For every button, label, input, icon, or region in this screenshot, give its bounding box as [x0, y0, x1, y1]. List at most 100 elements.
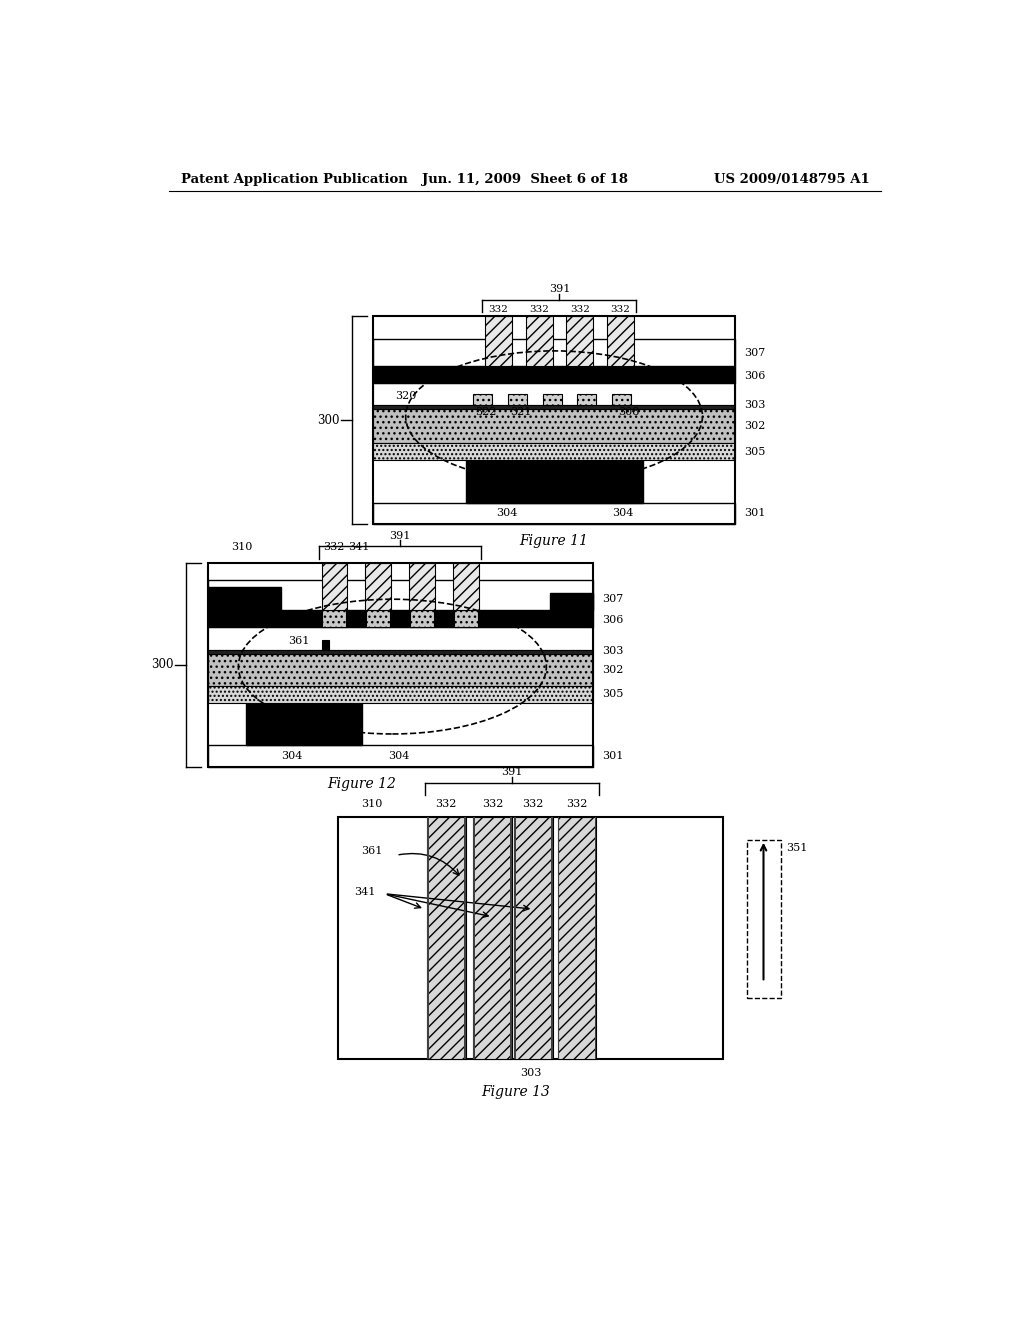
Text: Jun. 11, 2009  Sheet 6 of 18: Jun. 11, 2009 Sheet 6 of 18: [422, 173, 628, 186]
Bar: [514, 817, 553, 1059]
Text: 351: 351: [786, 842, 808, 853]
Bar: [373, 317, 735, 524]
Bar: [373, 383, 735, 405]
Text: 303: 303: [744, 400, 766, 409]
Bar: [454, 610, 478, 627]
Text: 320: 320: [394, 391, 416, 400]
Bar: [464, 817, 466, 1059]
Bar: [484, 317, 512, 367]
Text: 304: 304: [281, 751, 302, 760]
Text: Figure 11: Figure 11: [519, 535, 589, 548]
Bar: [427, 817, 429, 1059]
Text: 332: 332: [610, 305, 631, 314]
Text: US 2009/0148795 A1: US 2009/0148795 A1: [714, 173, 869, 186]
Bar: [373, 339, 735, 367]
Bar: [373, 503, 735, 524]
Bar: [373, 409, 735, 444]
Bar: [746, 840, 781, 998]
Text: 332: 332: [323, 543, 344, 552]
Text: 341: 341: [354, 887, 375, 898]
Text: 332: 332: [488, 305, 508, 314]
Text: 300: 300: [316, 413, 339, 426]
Bar: [550, 593, 593, 610]
Bar: [410, 564, 435, 610]
Text: 300: 300: [152, 659, 174, 671]
Text: 303: 303: [520, 1068, 542, 1078]
Text: 332: 332: [570, 305, 590, 314]
Text: 332: 332: [566, 800, 588, 809]
Text: 332: 332: [481, 800, 503, 809]
Text: 322: 322: [475, 407, 497, 417]
Text: 305: 305: [602, 689, 624, 700]
Text: Patent Application Publication: Patent Application Publication: [180, 173, 408, 186]
Text: 310: 310: [230, 543, 252, 552]
Bar: [595, 817, 596, 1059]
Text: 391: 391: [501, 767, 522, 777]
Bar: [208, 562, 593, 767]
Bar: [558, 817, 559, 1059]
Bar: [366, 564, 391, 610]
Bar: [473, 817, 475, 1059]
Text: 304: 304: [497, 508, 518, 519]
Bar: [611, 395, 631, 405]
Text: 302: 302: [744, 421, 766, 432]
Text: 306: 306: [602, 615, 624, 626]
Bar: [525, 317, 553, 367]
Text: Figure 12: Figure 12: [327, 776, 396, 791]
Text: 306: 306: [744, 371, 766, 380]
Bar: [208, 744, 593, 767]
Bar: [514, 817, 515, 1059]
Text: 307: 307: [744, 348, 766, 358]
Bar: [607, 317, 634, 367]
Bar: [208, 649, 593, 653]
Bar: [566, 317, 593, 367]
Bar: [454, 564, 478, 610]
Bar: [473, 817, 512, 1059]
Bar: [410, 610, 434, 627]
Text: 301: 301: [744, 508, 766, 519]
Bar: [373, 444, 735, 461]
Bar: [208, 586, 281, 610]
Bar: [323, 610, 346, 627]
Text: 304: 304: [388, 751, 410, 760]
Text: 303: 303: [602, 647, 624, 656]
Text: 321: 321: [510, 407, 531, 417]
Bar: [473, 395, 493, 405]
Text: 391: 391: [389, 531, 411, 541]
Text: 305: 305: [744, 446, 766, 457]
Bar: [208, 627, 593, 649]
Bar: [578, 395, 596, 405]
Bar: [246, 702, 361, 744]
Bar: [510, 817, 512, 1059]
Bar: [508, 395, 527, 405]
Text: 308: 308: [617, 407, 639, 417]
Text: 361: 361: [361, 846, 383, 857]
Bar: [208, 653, 593, 686]
Text: 332: 332: [435, 800, 457, 809]
Bar: [367, 610, 390, 627]
Bar: [427, 817, 466, 1059]
Bar: [208, 610, 593, 627]
Bar: [543, 395, 562, 405]
Text: 341: 341: [348, 543, 370, 552]
Text: 304: 304: [611, 508, 633, 519]
Bar: [339, 817, 724, 1059]
Text: 332: 332: [522, 800, 544, 809]
Bar: [208, 581, 593, 610]
Bar: [558, 817, 596, 1059]
Text: 310: 310: [361, 800, 383, 809]
Bar: [322, 640, 330, 649]
Text: 332: 332: [529, 305, 549, 314]
Bar: [322, 564, 347, 610]
Bar: [373, 366, 735, 383]
Text: 391: 391: [549, 284, 570, 294]
Text: Figure 13: Figure 13: [481, 1085, 550, 1098]
Text: 307: 307: [602, 594, 623, 603]
Bar: [551, 817, 553, 1059]
Text: 301: 301: [602, 751, 624, 760]
Bar: [208, 686, 593, 702]
Text: 361: 361: [289, 636, 310, 647]
Text: 302: 302: [602, 665, 624, 675]
Bar: [466, 461, 643, 503]
Bar: [373, 405, 735, 409]
